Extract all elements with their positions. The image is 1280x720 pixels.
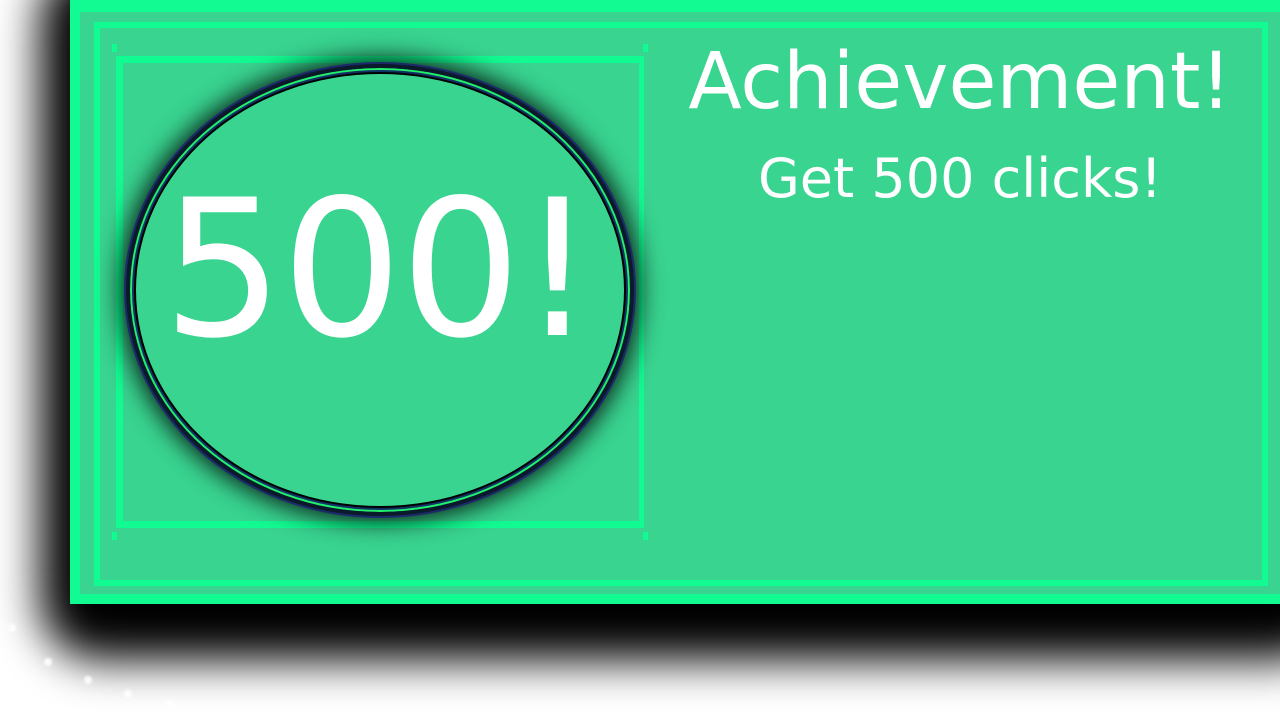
- circle-medal-icon: [126, 64, 634, 516]
- sparkle-icon: [84, 676, 92, 684]
- popup-inner-border: [94, 22, 1268, 586]
- frame-corner-tick: [643, 532, 648, 540]
- badge-label: 500!: [162, 159, 596, 380]
- sparkle-icon: [166, 700, 174, 708]
- sparkle-icon: [44, 658, 52, 666]
- achievement-description: Get 500 clicks!: [757, 147, 1163, 210]
- achievement-title: Achievement!: [688, 37, 1232, 127]
- sparkle-icon: [124, 690, 132, 698]
- frame-corner-tick: [112, 532, 117, 540]
- sparkle-icon: [8, 624, 16, 632]
- frame-corner-tick: [112, 44, 117, 52]
- frame-corner-tick: [643, 44, 648, 52]
- achievement-icon-frame: [116, 56, 644, 528]
